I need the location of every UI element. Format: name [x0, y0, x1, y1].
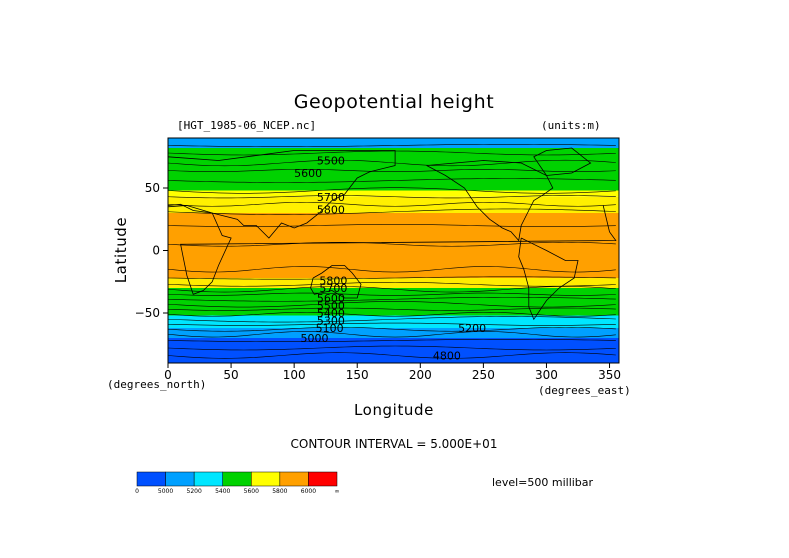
band-8: [168, 328, 619, 338]
colorbar-swatch-6: [308, 471, 338, 487]
band-4: [168, 213, 619, 278]
colorbar-swatch-4: [251, 471, 281, 487]
band-2: [168, 190, 619, 197]
contour-label-13: 4800: [433, 350, 461, 363]
contour-label-12: 5000: [300, 332, 328, 345]
coastline-4: [310, 265, 362, 299]
contour-label-11: 5200: [458, 322, 486, 335]
colorbar-label-7: ∞: [335, 488, 340, 495]
contour-line-22: [167, 326, 616, 332]
colorbar: 0 5000 5200 5400 5600 5800 6000 ∞: [135, 471, 340, 495]
y-tick-label-1: 0: [152, 244, 160, 258]
contour-line-2: [167, 159, 616, 167]
contour-label-7: 5500: [317, 300, 345, 313]
colorbar-label-3: 5400: [215, 488, 230, 495]
colorbar-swatch-3: [222, 471, 252, 487]
contour-line-16: [167, 296, 616, 302]
coastline-5: [533, 147, 592, 176]
contour-layer: [167, 144, 616, 359]
contour-label-2: 5700: [317, 191, 345, 204]
x-tick-label-3: 150: [346, 368, 369, 382]
x-axis-units: (degrees_east): [538, 384, 631, 397]
contour-line-15: [167, 292, 616, 296]
band-1: [168, 148, 619, 191]
coastline-2: [426, 160, 554, 242]
colorbar-swatch-1: [165, 471, 195, 487]
chart-title: Geopotential height: [294, 91, 495, 113]
colorbar-swatch-5: [279, 471, 309, 487]
contour-interval-label: CONTOUR INTERVAL = 5.000E+01: [291, 437, 498, 451]
y-axis-title: Latitude: [112, 217, 130, 284]
contour-line-9: [167, 223, 616, 228]
contour-line-4: [167, 178, 616, 183]
colorbar-label-2: 5200: [187, 488, 202, 495]
contour-line-24: [167, 339, 616, 342]
contour-line-20: [167, 316, 616, 323]
contour-line-21: [167, 322, 616, 326]
contour-line-26: [167, 352, 616, 359]
band-5: [168, 278, 619, 288]
tick-layer: 0 50 100 150 200 250 300 350 50 0 −50: [135, 181, 621, 382]
x-tick-label-5: 250: [472, 368, 495, 382]
contour-label-5: 5700: [319, 282, 347, 295]
band-0: [168, 138, 619, 148]
contour-label-4: 5800: [319, 275, 347, 288]
y-tick-label-0: 50: [145, 181, 160, 195]
x-tick-label-0: 0: [164, 368, 172, 382]
coastline-layer: [167, 147, 617, 321]
level-label: level=500 millibar: [492, 476, 594, 489]
coastline-3: [518, 237, 579, 321]
contour-line-10: [167, 241, 616, 247]
contour-line-5: [167, 187, 616, 194]
colorbar-swatch-2: [193, 471, 223, 487]
contour-labels: 5500560057005800580057005600550054005300…: [294, 155, 486, 363]
x-tick-label-6: 300: [535, 368, 558, 382]
contour-label-1: 5600: [294, 167, 322, 180]
contour-label-9: 5300: [317, 315, 345, 328]
units-label: (units:m): [541, 119, 601, 132]
contour-line-0: [167, 144, 616, 147]
contour-label-10: 5100: [316, 322, 344, 335]
contour-label-8: 5400: [317, 307, 345, 320]
colorbar-swatch-0: [136, 471, 166, 487]
contour-label-6: 5600: [317, 292, 345, 305]
band-9: [168, 338, 619, 363]
x-tick-label-7: 350: [598, 368, 621, 382]
colorbar-label-1: 5000: [158, 488, 173, 495]
contour-line-17: [167, 301, 616, 308]
source-label: [HGT_1985-06_NCEP.nc]: [177, 119, 316, 132]
contour-line-23: [167, 331, 616, 338]
contour-label-3: 5800: [317, 203, 345, 216]
contour-line-12: [167, 276, 616, 280]
y-axis-units: (degrees_north): [107, 378, 206, 391]
colorbar-label-4: 5600: [244, 488, 259, 495]
x-tick-label-1: 50: [223, 368, 238, 382]
x-axis-title: Longitude: [354, 401, 434, 419]
contour-line-3: [167, 168, 616, 173]
contour-line-7: [167, 201, 616, 207]
colorbar-label-0: 0: [135, 488, 139, 495]
contour-label-0: 5500: [317, 155, 345, 168]
y-tick-label-2: −50: [135, 306, 160, 320]
x-tick-label-2: 100: [283, 368, 306, 382]
band-3: [168, 196, 619, 213]
contour-line-1: [167, 150, 616, 156]
coastline-1: [167, 203, 617, 295]
contour-line-25: [167, 345, 616, 351]
colorbar-label-6: 6000: [301, 488, 316, 495]
colorbar-label-5: 5800: [272, 488, 287, 495]
contour-line-13: [167, 281, 616, 287]
contour-line-8: [167, 208, 616, 215]
contour-line-19: [167, 311, 616, 317]
contour-line-11: [167, 266, 616, 273]
coastline-0: [167, 150, 396, 239]
x-tick-label-4: 200: [409, 368, 432, 382]
contour-line-14: [167, 286, 616, 293]
